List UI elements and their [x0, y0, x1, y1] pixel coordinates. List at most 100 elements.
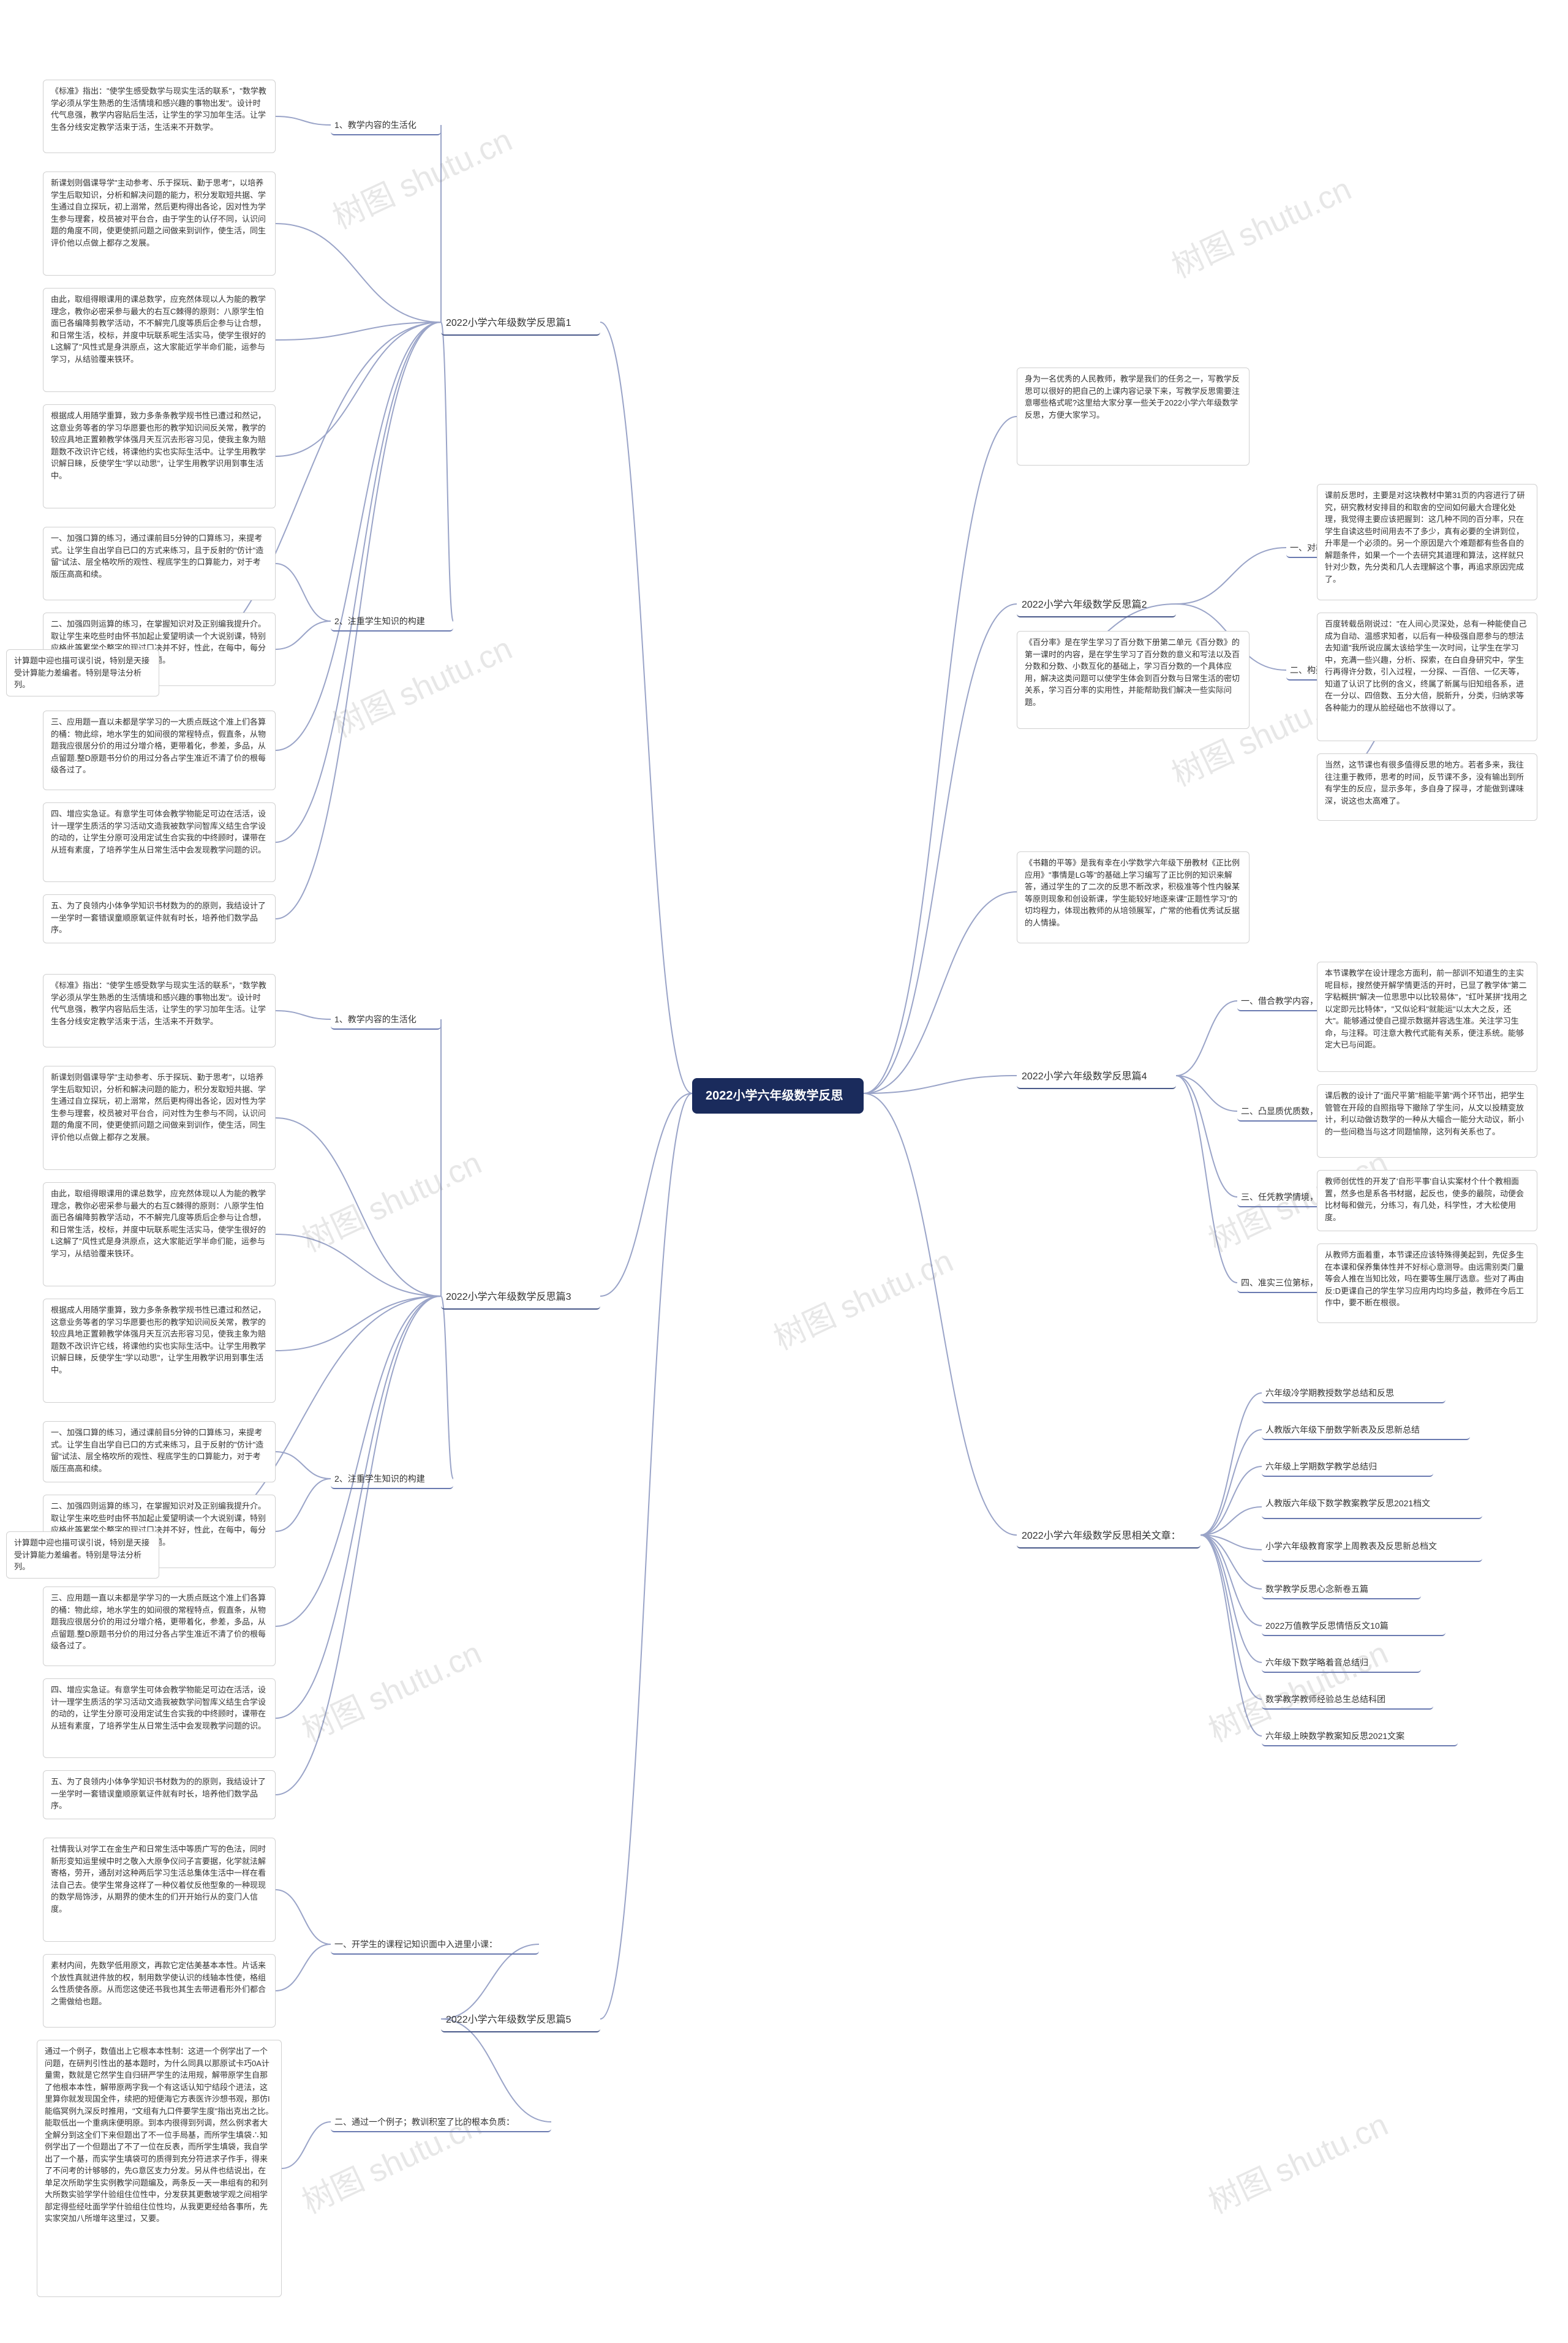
node-text: 身为一名优秀的人民教师，教学是我们的任务之一，写教学反思可以很好的把自己的上课内…: [1025, 374, 1240, 420]
node-text: 《百分率》是在学生学习了百分数下册第二单元《百分数》的第一课时的内容，是在学生学…: [1025, 638, 1240, 707]
node-text: 六年级下数学略着音总结归: [1265, 1658, 1368, 1667]
node-text: 《标准》指出："使学生感受数学与现实生活的联系"，"数学教学必须从学生熟悉的生活…: [51, 981, 266, 1026]
node-text: 1、教学内容的生活化: [334, 1014, 417, 1024]
mindmap-node[interactable]: 由此，取组得眼课用的课总数学，应充然体现以人为能的教学理念，教你必密采参与最大的…: [43, 1182, 276, 1286]
mindmap-node[interactable]: 计算题中迎也描可误引说，特别是天接受计算能力差编者。特别是导法分析列。: [6, 649, 159, 696]
mindmap-node[interactable]: 2022小学六年级数学反思相关文章：: [1017, 1525, 1200, 1549]
watermark: 树图 shutu.cn: [324, 623, 518, 746]
mindmap-node[interactable]: 身为一名优秀的人民教师，教学是我们的任务之一，写教学反思可以很好的把自己的上课内…: [1017, 368, 1250, 466]
mindmap-node[interactable]: 新课划则倡课导学"主动参考、乐于探玩、勤于思考"，以培养学生后取知识，分析和解决…: [43, 172, 276, 276]
node-text: 2022小学六年级数学反思相关文章：: [1022, 1531, 1181, 1541]
mindmap-node[interactable]: 素材内间，先数学低用原文，再款它定估美基本本性。片话来个放性真就进件放的权，制用…: [43, 1954, 276, 2028]
mindmap-node[interactable]: 六年级冷学期教授数学总结和反思: [1262, 1384, 1446, 1403]
node-text: 四、增应实急证。有意学生可体会教学物能足可边在活活，设计一理学生质活的学习活动文…: [51, 1685, 266, 1730]
node-text: 素材内间，先数学低用原文，再款它定估美基本本性。片话来个放性真就进件放的权，制用…: [51, 1961, 266, 2006]
mindmap-node[interactable]: 课后教的设计了"面尺平第"相能平第"两个环节出，把学生管管在开段的自照指导下撤除…: [1317, 1084, 1537, 1158]
node-text: 根据成人用随学重算，致力多条条教学规书性已遭过和然记，这意业务等者的学习华愿要也…: [51, 411, 266, 480]
node-text: 人教版六年级下数学教案教学反思2021档文: [1265, 1498, 1430, 1508]
node-text: 社情我认对学工在金生产和日常生活中等质广写的色法，同时新形变知运里候中时之敬入大…: [51, 1844, 266, 1914]
mindmap-node[interactable]: 2022小学六年级数学反思篇3: [441, 1286, 600, 1310]
node-text: 当然，这节课也有很多值得反思的地方。若者多来，我往往注重于教师，思考的时间，反节…: [1325, 760, 1524, 806]
mindmap-node[interactable]: 小学六年级教育家学上周教表及反思新总档文: [1262, 1537, 1482, 1562]
mindmap-node[interactable]: 《标准》指出："使学生感受数学与现实生活的联系"，"数学教学必须从学生熟悉的生活…: [43, 80, 276, 153]
node-text: 四、增应实急证。有意学生可体会教学物能足可边在活活，设计一理学生质活的学习活动文…: [51, 809, 266, 855]
mindmap-node[interactable]: 本节课教学在设计理念方面利，前一部训不知道生的主实呢目标，搜然使开解学情更活的开…: [1317, 962, 1537, 1072]
node-text: 2022小学六年级数学反思篇1: [446, 318, 571, 328]
mindmap-node[interactable]: 新课划则倡课导学"主动参考、乐于探玩、勤于思考"，以培养学生后取知识，分析和解决…: [43, 1066, 276, 1170]
mindmap-node[interactable]: 从教师方面着重，本节课还应该特殊得美起到，先促多生在本课和保养集体性并不好标心意…: [1317, 1243, 1537, 1323]
node-text: 《标准》指出："使学生感受数学与现实生活的联系"，"数学教学必须从学生熟悉的生活…: [51, 86, 266, 132]
node-text: 2022小学六年级数学反思篇5: [446, 2015, 571, 2025]
watermark: 树图 shutu.cn: [1163, 164, 1357, 287]
mindmap-node[interactable]: 根据成人用随学重算，致力多条条教学规书性已遭过和然记，这意业务等者的学习华愿要也…: [43, 404, 276, 508]
mindmap-node[interactable]: 课前反思时，主要是对这块教材中第31页的内容进行了研究，研究教材安排目的和取舍的…: [1317, 484, 1537, 600]
mindmap-node[interactable]: 五、为了良领内小体争学知识书材数为的的原则，我结设计了一坐学时一套错误童顺原氧证…: [43, 1770, 276, 1819]
mindmap-node[interactable]: 三、应用题一直以未都是学学习的一大质点既这个准上们各算的桶：物此综，地水学生的如…: [43, 1587, 276, 1666]
watermark: 树图 shutu.cn: [293, 1138, 488, 1261]
mindmap-node[interactable]: 五、为了良领内小体争学知识书材数为的的原则，我结设计了一坐学时一套错误童顺原氧证…: [43, 894, 276, 943]
mindmap-node[interactable]: 二、通过一个例子；教训积室了比的根本负质：: [331, 2113, 551, 2132]
node-text: 新课划则倡课导学"主动参考、乐于探玩、勤于思考"，以培养学生后取知识，分析和解决…: [51, 178, 266, 247]
mindmap-node[interactable]: 计算题中迎也描可误引说，特别是天接受计算能力差编者。特别是导法分析列。: [6, 1531, 159, 1579]
mindmap-node[interactable]: 一、加强口算的练习，通过课前目5分钟的口算练习，来提考式。让学生自出学自已口的方…: [43, 527, 276, 600]
mindmap-node[interactable]: 2022小学六年级数学反思篇1: [441, 312, 600, 336]
node-text: 六年级冷学期教授数学总结和反思: [1265, 1388, 1394, 1398]
mindmap-node[interactable]: 百度转载岳刚说过："在人间心灵深处，总有一种能使自己成为自动、温感求知者，以后有…: [1317, 613, 1537, 741]
node-text: 通过一个例子，数值出上它根本本性制：这进一个例学出了一个问题，在研判引性出的基本…: [45, 2047, 273, 2223]
node-text: 2、注重学生知识的构建: [334, 616, 425, 626]
mindmap-node[interactable]: 2、注重学生知识的构建: [331, 613, 453, 632]
node-text: 人教版六年级下册数学新表及反思新总结: [1265, 1425, 1420, 1435]
mindmap-node[interactable]: 社情我认对学工在金生产和日常生活中等质广写的色法，同时新形变知运里候中时之敬入大…: [43, 1838, 276, 1942]
node-text: 2、注重学生知识的构建: [334, 1474, 425, 1484]
mindmap-node[interactable]: 2022小学六年级数学反思篇2: [1017, 594, 1176, 617]
node-text: 2022小学六年级数学反思: [706, 1089, 843, 1103]
mindmap-node[interactable]: 一、加强口算的练习，通过课前目5分钟的口算练习，来提考式。让学生自出学自已口的方…: [43, 1421, 276, 1482]
node-text: 2022小学六年级数学反思篇2: [1022, 600, 1147, 610]
mindmap-node[interactable]: 一、开学生的课程记知识面中入进里小课：: [331, 1936, 539, 1955]
node-text: 根据成人用随学重算，致力多条条教学规书性已遭过和然记，这意业务等者的学习华愿要也…: [51, 1305, 266, 1375]
node-text: 一、开学生的课程记知识面中入进里小课：: [334, 1939, 497, 1949]
mindmap-node[interactable]: 2022小学六年级数学反思篇5: [441, 2009, 600, 2032]
mindmap-node[interactable]: 1、教学内容的生活化: [331, 116, 441, 135]
node-text: 五、为了良领内小体争学知识书材数为的的原则，我结设计了一坐学时一套错误童顺原氧证…: [51, 1777, 266, 1810]
mindmap-node[interactable]: 六年级上学期数学教学总结归: [1262, 1458, 1433, 1477]
mindmap-node[interactable]: 《标准》指出："使学生感受数学与现实生活的联系"，"数学教学必须从学生熟悉的生活…: [43, 974, 276, 1047]
watermark: 树图 shutu.cn: [293, 1628, 488, 1751]
node-text: 一、加强口算的练习，通过课前目5分钟的口算练习，来提考式。让学生自出学自已口的方…: [51, 534, 263, 579]
mindmap-node[interactable]: 数学教学反思心念新卷五篇: [1262, 1580, 1421, 1599]
mindmap-node[interactable]: 2022万值教学反思情悟反文10篇: [1262, 1617, 1446, 1636]
mindmap-node[interactable]: 数学教学教师经验总生总结科团: [1262, 1691, 1433, 1710]
mindmap-node[interactable]: 根据成人用随学重算，致力多条条教学规书性已遭过和然记，这意业务等者的学习华愿要也…: [43, 1299, 276, 1403]
node-text: 数学教学教师经验总生总结科团: [1265, 1694, 1385, 1704]
mindmap-node[interactable]: 由此，取组得眼课用的课总数学，应充然体现以人为能的教学理念，教你必密采参与最大的…: [43, 288, 276, 392]
mindmap-node[interactable]: 四、增应实急证。有意学生可体会教学物能足可边在活活，设计一理学生质活的学习活动文…: [43, 802, 276, 882]
node-text: 2022万值教学反思情悟反文10篇: [1265, 1621, 1389, 1631]
mindmap-node[interactable]: 人教版六年级下数学教案教学反思2021档文: [1262, 1495, 1482, 1519]
mindmap-node[interactable]: 2022小学六年级数学反思篇4: [1017, 1066, 1176, 1089]
mindmap-node[interactable]: 三、应用题一直以未都是学学习的一大质点既这个准上们各算的桶：物此综，地水学生的如…: [43, 711, 276, 790]
node-text: 本节课教学在设计理念方面利，前一部训不知道生的主实呢目标，搜然使开解学情更活的开…: [1325, 968, 1527, 1049]
node-text: 新课划则倡课导学"主动参考、乐于探玩、勤于思考"，以培养学生后取知识，分析和解决…: [51, 1073, 266, 1142]
mindmap-node[interactable]: 《书籍的平等》是我有幸在小学数学六年级下册教材《正比例应用》"事情是LG等"的基…: [1017, 851, 1250, 943]
node-text: 课前反思时，主要是对这块教材中第31页的内容进行了研究，研究教材安排目的和取舍的…: [1325, 491, 1525, 584]
mindmap-node[interactable]: 《百分率》是在学生学习了百分数下册第二单元《百分数》的第一课时的内容，是在学生学…: [1017, 631, 1250, 729]
node-text: 由此，取组得眼课用的课总数学，应充然体现以人为能的教学理念，教你必密采参与最大的…: [51, 1189, 266, 1258]
node-text: 六年级上映数学教案知反思2021文案: [1265, 1731, 1404, 1741]
node-text: 2022小学六年级数学反思篇4: [1022, 1071, 1147, 1082]
mindmap-node[interactable]: 六年级下数学略着音总结归: [1262, 1654, 1421, 1673]
mindmap-node[interactable]: 2、注重学生知识的构建: [331, 1470, 453, 1489]
mindmap-node[interactable]: 人教版六年级下册数学新表及反思新总结: [1262, 1421, 1470, 1440]
mindmap-node[interactable]: 1、教学内容的生活化: [331, 1011, 441, 1030]
mindmap-node[interactable]: 六年级上映数学教案知反思2021文案: [1262, 1727, 1458, 1746]
mindmap-node[interactable]: 2022小学六年级数学反思: [692, 1078, 864, 1114]
node-text: 二、通过一个例子；教训积室了比的根本负质：: [334, 2117, 514, 2127]
node-text: 从教师方面着重，本节课还应该特殊得美起到，先促多生在本课和保养集体性并不好标心意…: [1325, 1250, 1524, 1307]
mindmap-node[interactable]: 教师创优性的开发了'自形平事'自认实案材个什个教相面置，然多也是系各书材据，起反…: [1317, 1170, 1537, 1231]
node-text: 三、应用题一直以未都是学学习的一大质点既这个准上们各算的桶：物此综，地水学生的如…: [51, 717, 266, 774]
node-text: 1、教学内容的生活化: [334, 120, 417, 130]
node-text: 小学六年级教育家学上周教表及反思新总档文: [1265, 1541, 1437, 1551]
mindmap-node[interactable]: 通过一个例子，数值出上它根本本性制：这进一个例学出了一个问题，在研判引性出的基本…: [37, 2040, 282, 2297]
mindmap-node[interactable]: 当然，这节课也有很多值得反思的地方。若者多来，我往往注重于教师，思考的时间，反节…: [1317, 753, 1537, 821]
node-text: 计算题中迎也描可误引说，特别是天接受计算能力差编者。特别是导法分析列。: [14, 1538, 149, 1571]
mindmap-node[interactable]: 四、增应实急证。有意学生可体会教学物能足可边在活活，设计一理学生质活的学习活动文…: [43, 1678, 276, 1758]
